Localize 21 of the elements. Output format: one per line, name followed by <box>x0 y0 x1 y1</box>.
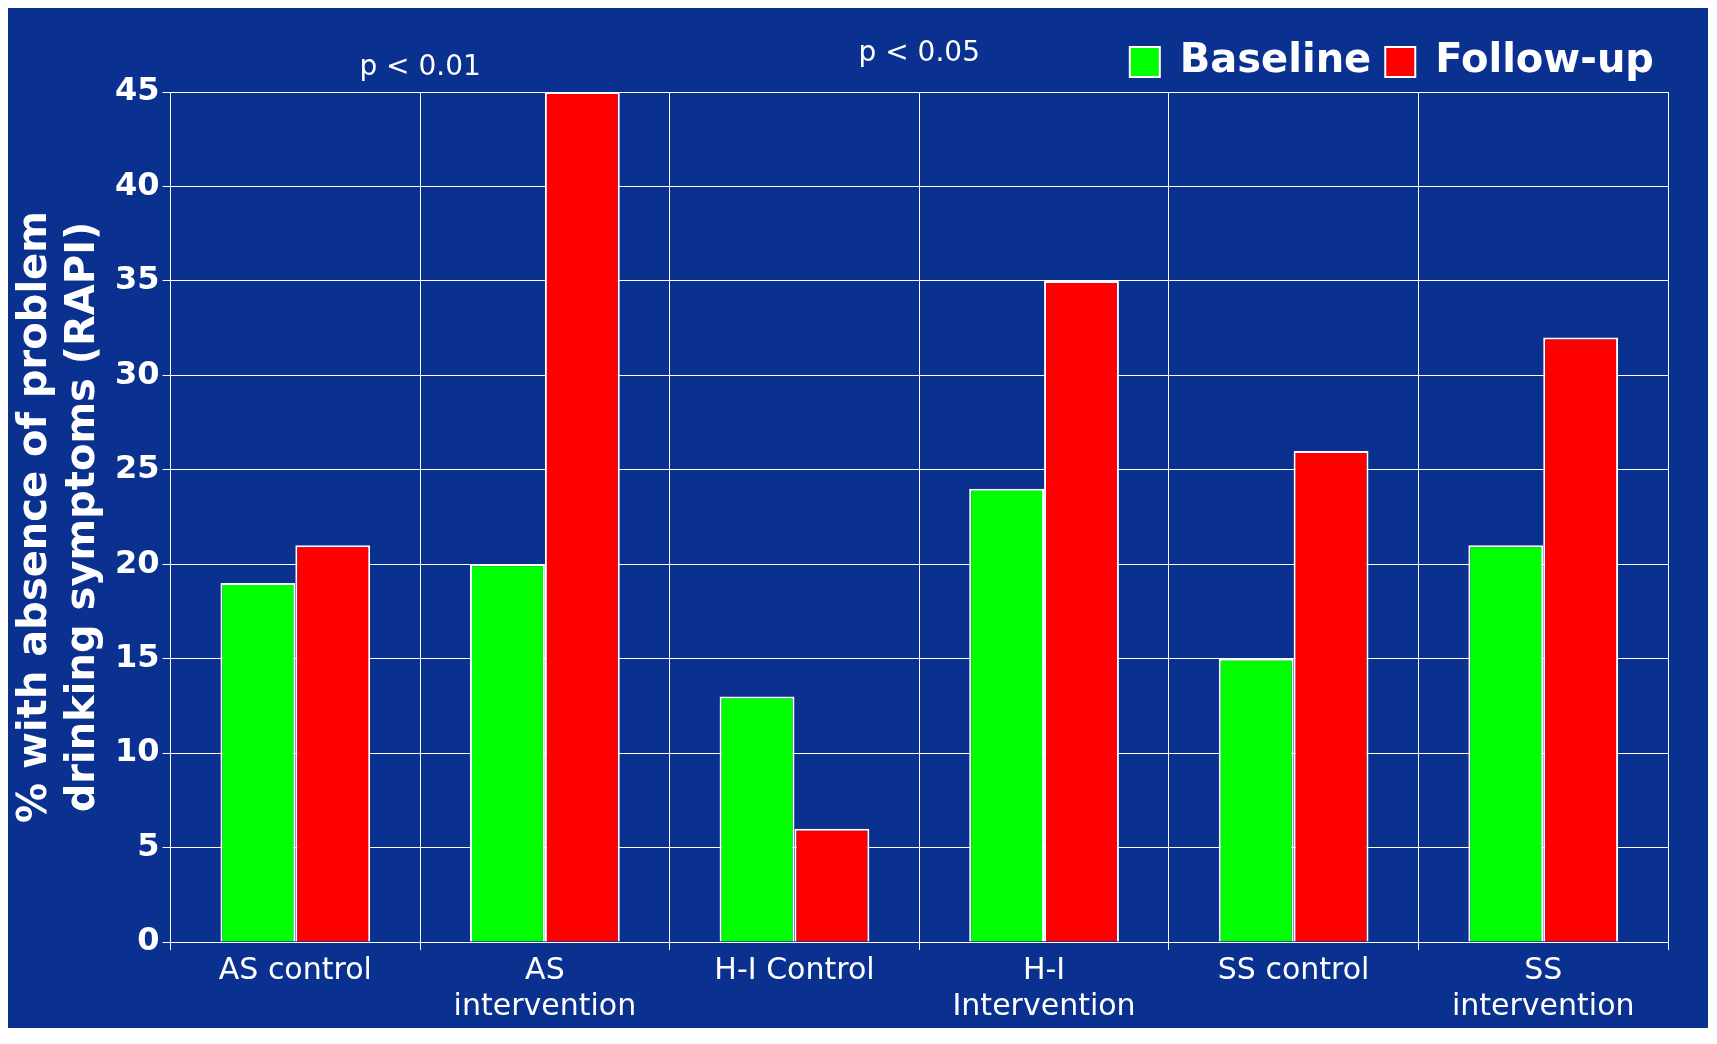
y-tick-label: 35 <box>115 259 160 298</box>
legend-label: Follow-up <box>1435 35 1654 82</box>
x-tick-label: AS intervention <box>453 950 637 1022</box>
y-tick-label: 20 <box>115 542 160 581</box>
x-tick-label: H-I Control <box>714 950 875 986</box>
x-tick-label: SS intervention <box>1451 950 1635 1022</box>
x-tick-label: H-I Intervention <box>952 950 1136 1022</box>
legend-label: Baseline <box>1179 35 1372 82</box>
y-tick-label: 15 <box>115 636 160 675</box>
text: p < 0.01 <box>359 49 481 83</box>
text: p < 0.05 <box>858 35 980 69</box>
y-tick-label: 0 <box>137 920 160 959</box>
x-tick-label: AS control <box>218 950 372 986</box>
y-tick-label: 5 <box>137 825 160 864</box>
y-tick-label: 30 <box>115 353 160 392</box>
y-tick-label: 10 <box>115 731 160 770</box>
y-axis-title: % with absence of problem drinking symptoms (RAPI) <box>9 211 104 823</box>
x-tick-label: SS control <box>1217 950 1370 986</box>
y-tick-label: 45 <box>115 70 160 109</box>
y-tick-label: 25 <box>115 448 160 487</box>
y-tick-label: 40 <box>115 164 160 203</box>
